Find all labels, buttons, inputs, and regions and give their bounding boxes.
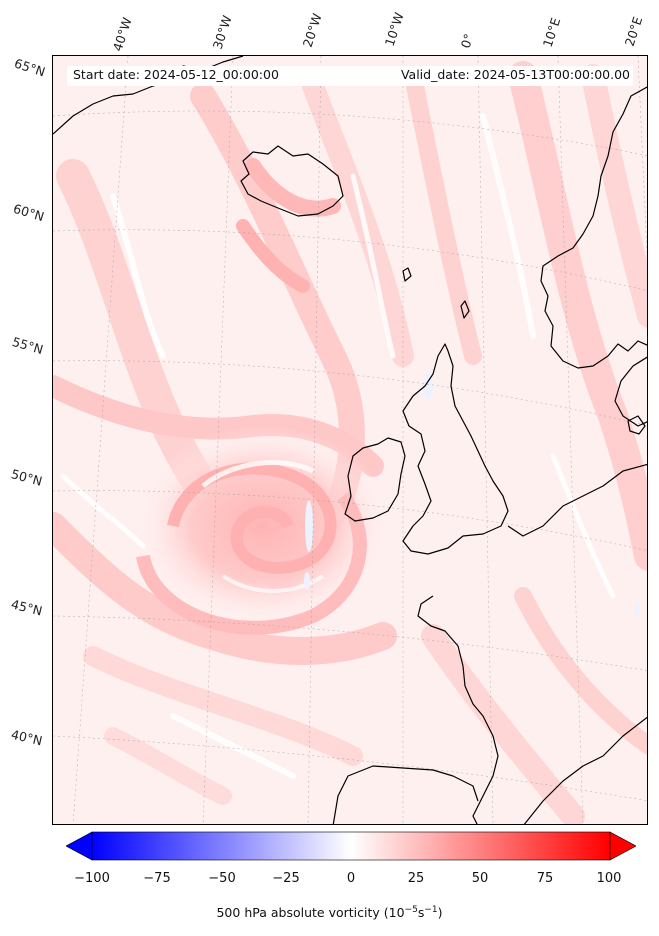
valid-date-label: Valid_date: 2024-05-13T00:00:00.00 [400, 67, 630, 82]
lon-label-40w: 40°W [109, 15, 135, 53]
colorbar-tick: 50 [471, 871, 489, 886]
lon-label-10e: 10°E [539, 15, 564, 49]
lon-label-30w: 30°W [209, 13, 235, 51]
lon-label-20e: 20°E [621, 14, 646, 48]
coast-north-sea [507, 463, 647, 537]
colorbar-extend-min [66, 831, 93, 861]
colorbar-tick: −25 [272, 871, 300, 886]
colorbar-tick: −50 [208, 871, 236, 886]
graticule [53, 56, 647, 824]
lat-label-60n: 60°N [11, 200, 47, 225]
lat-label-45n: 45°N [9, 596, 44, 619]
colorbar-tick: 0 [346, 871, 356, 886]
colorbar-tick: −100 [74, 871, 110, 886]
colorbar-label: 500 hPa absolute vorticity (10−5s−1) [216, 905, 443, 921]
cyclone-swirl [133, 426, 393, 635]
colorbar-extend-max [609, 831, 636, 861]
vorticity-field [53, 56, 647, 824]
lat-label-40n: 40°N [9, 726, 44, 749]
coast-iberia [332, 765, 479, 824]
coast-scandinavia [540, 86, 647, 369]
coast-great-britain [402, 343, 509, 555]
colorbar-tick: 100 [596, 871, 622, 886]
lon-label-20w: 20°W [299, 11, 325, 49]
colorbar-tick: 75 [536, 871, 554, 886]
lat-label-55n: 55°N [10, 333, 45, 358]
header-band [67, 66, 633, 86]
lon-label-0: 0° [457, 31, 477, 50]
coast-mediterranean [523, 716, 647, 824]
coast-continent [417, 595, 499, 824]
blue-minima [304, 372, 640, 617]
lat-label-65n: 65°N [12, 55, 48, 80]
coast-iceland [240, 145, 344, 217]
vorticity-map: Start date: 2024-05-12_00:00:00 Valid_da… [52, 55, 648, 825]
coast-ireland [344, 437, 406, 522]
coast-shetland [460, 300, 470, 319]
lat-label-50n: 50°N [9, 466, 44, 489]
coast-faroe [402, 267, 412, 282]
colorbar-body [91, 831, 611, 861]
start-date-label: Start date: 2024-05-12_00:00:00 [73, 67, 279, 82]
colorbar-tick: 25 [407, 871, 425, 886]
coast-baltic-island [627, 415, 646, 435]
coast-denmark [614, 356, 647, 427]
vorticity-minima [60, 113, 616, 779]
colorbar [66, 831, 636, 861]
colorbar-tick: −75 [143, 871, 171, 886]
lon-label-10w: 10°W [381, 10, 407, 48]
